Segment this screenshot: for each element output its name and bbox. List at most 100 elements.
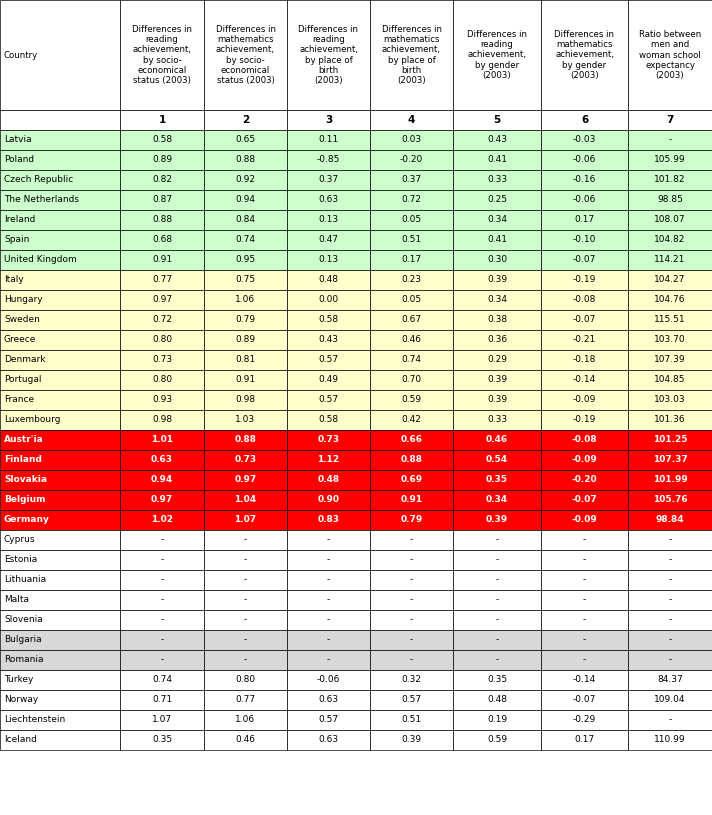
Text: 0.73: 0.73 xyxy=(152,355,172,364)
Text: 101.99: 101.99 xyxy=(653,475,687,484)
Bar xyxy=(204,270,287,290)
Text: 0.39: 0.39 xyxy=(486,516,508,525)
Bar xyxy=(0,270,120,290)
Bar xyxy=(120,690,204,710)
Text: 7: 7 xyxy=(666,115,674,125)
Text: 0.17: 0.17 xyxy=(575,215,595,224)
Text: -: - xyxy=(583,575,586,584)
Bar xyxy=(453,210,541,230)
Bar xyxy=(204,510,287,530)
Text: 101.36: 101.36 xyxy=(654,416,686,425)
Bar xyxy=(628,370,712,390)
Text: 3: 3 xyxy=(325,115,332,125)
Text: 0.70: 0.70 xyxy=(402,376,422,385)
Bar xyxy=(120,450,204,470)
Bar xyxy=(541,490,628,510)
Text: 0.13: 0.13 xyxy=(318,215,339,224)
Text: 0.88: 0.88 xyxy=(234,435,256,444)
Bar xyxy=(204,290,287,310)
Text: -: - xyxy=(496,636,498,645)
Text: 0.58: 0.58 xyxy=(152,135,172,144)
Text: Ireland: Ireland xyxy=(4,215,36,224)
Bar xyxy=(0,610,120,630)
Bar xyxy=(541,430,628,450)
Bar xyxy=(628,190,712,210)
Text: 0.39: 0.39 xyxy=(487,275,507,284)
Text: 0.97: 0.97 xyxy=(152,296,172,305)
Bar xyxy=(204,190,287,210)
Text: -0.21: -0.21 xyxy=(573,336,596,345)
Text: -: - xyxy=(496,556,498,565)
Text: Malta: Malta xyxy=(4,596,29,605)
Bar xyxy=(370,690,453,710)
Text: 6: 6 xyxy=(581,115,588,125)
Bar xyxy=(541,670,628,690)
Bar xyxy=(453,590,541,610)
Text: -: - xyxy=(244,655,247,664)
Text: 0.74: 0.74 xyxy=(236,236,256,244)
Text: -0.08: -0.08 xyxy=(573,296,596,305)
Text: Luxembourg: Luxembourg xyxy=(4,416,61,425)
Text: -: - xyxy=(327,535,330,544)
Text: -: - xyxy=(244,615,247,624)
Text: 0.35: 0.35 xyxy=(487,676,507,685)
Bar xyxy=(541,190,628,210)
Bar xyxy=(204,410,287,430)
Bar xyxy=(453,350,541,370)
Text: 0.25: 0.25 xyxy=(487,196,507,205)
Bar xyxy=(120,290,204,310)
Text: 0.74: 0.74 xyxy=(152,676,172,685)
Text: -0.06: -0.06 xyxy=(573,196,596,205)
Bar xyxy=(453,550,541,570)
Text: 115.51: 115.51 xyxy=(654,315,686,324)
Text: 0.98: 0.98 xyxy=(152,416,172,425)
Bar xyxy=(453,230,541,250)
Bar xyxy=(0,630,120,650)
Text: -: - xyxy=(496,575,498,584)
Text: 0.46: 0.46 xyxy=(486,435,508,444)
Text: 0.34: 0.34 xyxy=(487,296,507,305)
Bar xyxy=(204,250,287,270)
Bar xyxy=(120,670,204,690)
Bar xyxy=(628,390,712,410)
Bar xyxy=(120,170,204,190)
Text: 0.94: 0.94 xyxy=(151,475,173,484)
Text: 5: 5 xyxy=(493,115,501,125)
Bar xyxy=(0,470,120,490)
Text: Liechtenstein: Liechtenstein xyxy=(4,716,66,725)
Bar xyxy=(204,630,287,650)
Bar xyxy=(453,510,541,530)
Bar xyxy=(287,710,370,730)
Text: -: - xyxy=(496,655,498,664)
Bar xyxy=(204,590,287,610)
Text: 0.32: 0.32 xyxy=(402,676,422,685)
Text: -: - xyxy=(410,556,413,565)
Bar xyxy=(370,290,453,310)
Bar xyxy=(287,270,370,290)
Text: -0.09: -0.09 xyxy=(572,456,597,465)
Text: -: - xyxy=(583,655,586,664)
Bar xyxy=(453,730,541,750)
Text: United Kingdom: United Kingdom xyxy=(4,255,77,265)
Bar xyxy=(453,310,541,330)
Bar xyxy=(120,590,204,610)
Text: Differences in
reading
achievement,
by place of
birth
(2003): Differences in reading achievement, by p… xyxy=(298,24,359,86)
Bar xyxy=(287,370,370,390)
Text: -: - xyxy=(669,636,671,645)
Bar xyxy=(0,150,120,170)
Text: Czech Republic: Czech Republic xyxy=(4,175,73,184)
Bar xyxy=(541,0,628,110)
Text: -: - xyxy=(410,636,413,645)
Text: 0.79: 0.79 xyxy=(236,315,256,324)
Bar xyxy=(370,550,453,570)
Text: 108.07: 108.07 xyxy=(654,215,686,224)
Text: 0.77: 0.77 xyxy=(152,275,172,284)
Text: 0.48: 0.48 xyxy=(318,475,340,484)
Text: -: - xyxy=(244,596,247,605)
Text: 114.21: 114.21 xyxy=(654,255,686,265)
Text: 0.30: 0.30 xyxy=(487,255,507,265)
Text: 0.83: 0.83 xyxy=(318,516,340,525)
Bar xyxy=(453,470,541,490)
Bar xyxy=(453,710,541,730)
Bar xyxy=(204,310,287,330)
